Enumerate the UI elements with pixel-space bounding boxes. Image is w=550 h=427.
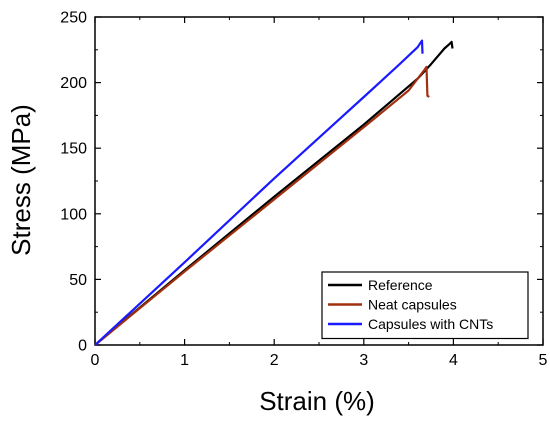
x-tick-label: 4	[449, 352, 458, 369]
series-line-neat-capsules	[94, 65, 430, 346]
y-tick-label: 100	[60, 206, 87, 223]
x-tick-label: 0	[91, 352, 100, 369]
series-line-capsules-with-cnts	[94, 39, 424, 346]
y-axis-title: Stress (MPa)	[6, 104, 36, 256]
y-tick-label: 250	[60, 10, 87, 27]
x-axis-title: Strain (%)	[259, 386, 375, 416]
legend-label: Neat capsules	[368, 297, 457, 313]
series-line-reference	[94, 40, 454, 346]
y-tick-label: 0	[78, 338, 87, 355]
x-tick-label: 5	[539, 352, 548, 369]
y-tick-label: 50	[69, 272, 87, 289]
x-tick-label: 3	[359, 352, 368, 369]
legend-label: Capsules with CNTs	[368, 316, 493, 332]
x-tick-label: 1	[180, 352, 189, 369]
y-tick-label: 200	[60, 75, 87, 92]
y-tick-label: 150	[60, 141, 87, 158]
x-tick-label: 2	[270, 352, 279, 369]
legend-label: Reference	[368, 277, 433, 293]
